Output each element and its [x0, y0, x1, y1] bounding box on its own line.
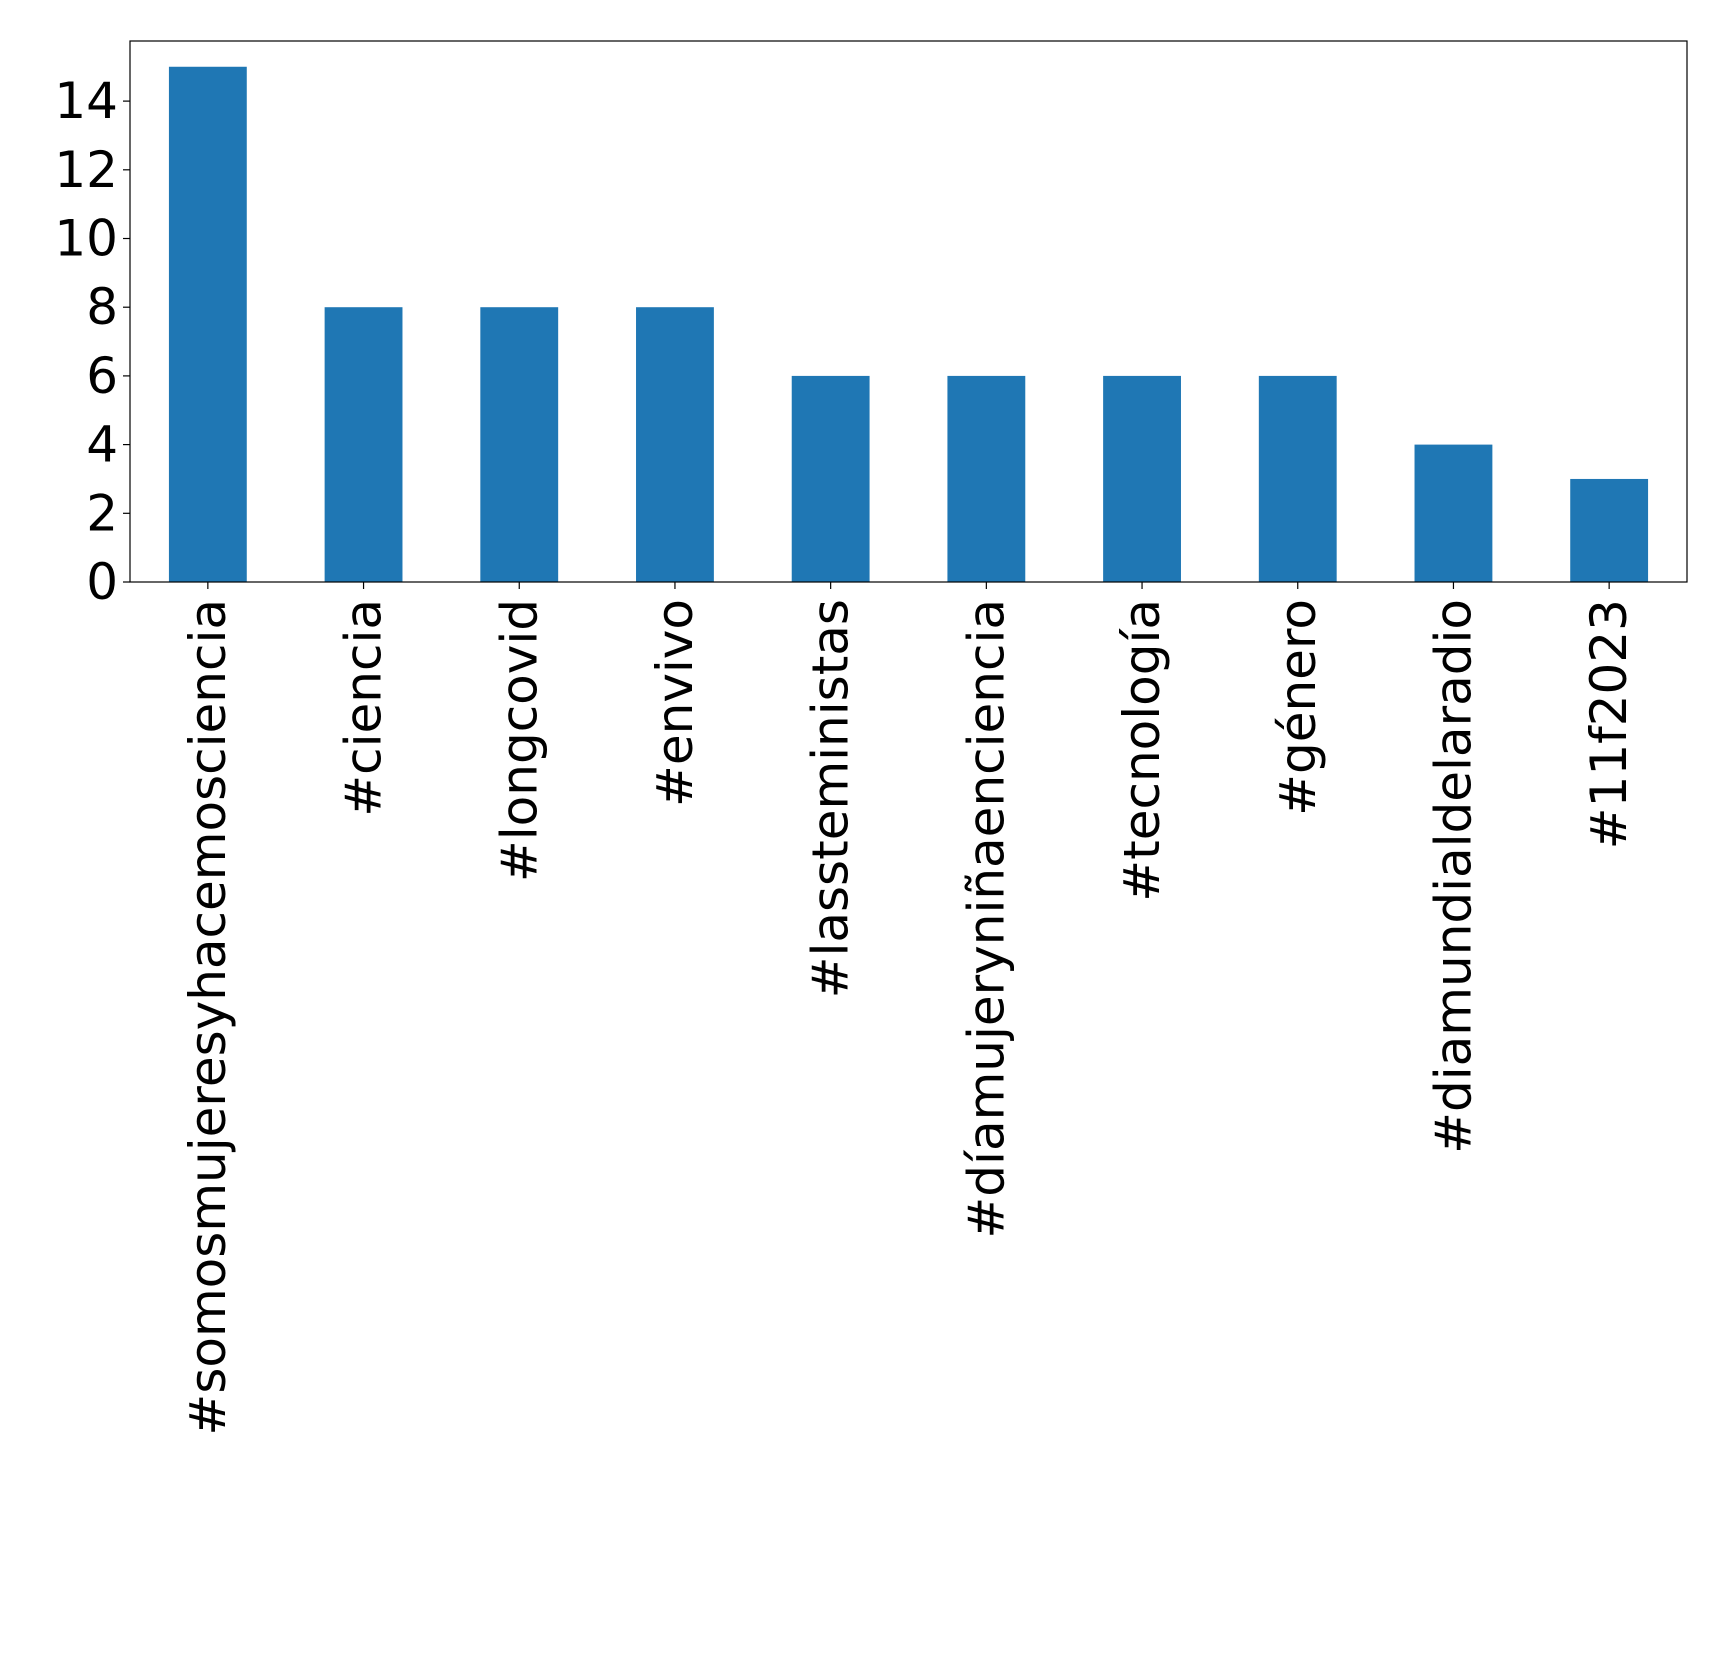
bar-2 [480, 307, 559, 582]
y-tick-label: 2 [86, 484, 118, 542]
bar-1 [324, 307, 403, 582]
y-tick-label: 6 [86, 347, 118, 405]
x-tick-label: #longcovid [490, 599, 548, 882]
bar-9 [1570, 478, 1649, 582]
bar-8 [1414, 444, 1493, 582]
y-tick-label: 8 [86, 278, 118, 336]
x-tick-label: #11f2023 [1580, 599, 1638, 849]
y-axis: 0 2 4 6 8 10 12 14 [54, 72, 130, 611]
bar-3 [636, 307, 714, 582]
y-tick-label: 4 [86, 416, 118, 474]
bar-4 [791, 375, 870, 582]
y-tick-label: 12 [54, 141, 118, 199]
x-axis: #somosmujeresyhacemosciencia #ciencia #lon… [179, 582, 1638, 1436]
x-tick-label: #envivo [646, 599, 704, 807]
x-tick-label: #tecnología [1113, 599, 1171, 902]
y-tick-label: 0 [86, 553, 118, 611]
x-tick-label: #díamujeryniñaenciencia [957, 599, 1015, 1239]
bar-6 [1103, 375, 1181, 582]
x-tick-label: #somosmujeresyhacemosciencia [179, 599, 237, 1436]
bar-0 [168, 66, 247, 582]
x-tick-label: #ciencia [335, 599, 393, 817]
x-tick-label: #género [1269, 599, 1327, 816]
y-tick-label: 10 [54, 210, 118, 268]
bar-5 [947, 375, 1026, 582]
x-tick-label: #lassteministas [802, 599, 860, 998]
x-tick-label: #diamundialdelaradio [1424, 599, 1482, 1154]
plot-frame [129, 40, 1688, 583]
bar-7 [1258, 375, 1337, 582]
bars-group [168, 66, 1649, 582]
y-tick-label: 14 [54, 72, 118, 130]
